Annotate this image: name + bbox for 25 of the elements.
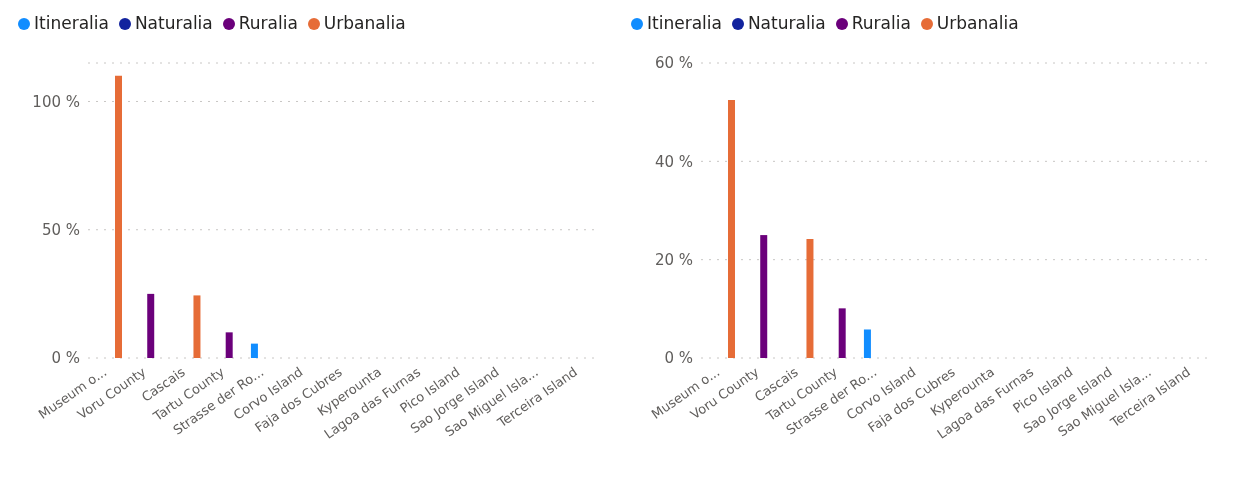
bar (193, 295, 201, 358)
y-tick-label: 0 % (664, 349, 693, 368)
bar (115, 75, 122, 358)
bar (863, 329, 871, 358)
legend-label: Ruralia (238, 13, 298, 33)
y-tick-label: 100 % (32, 92, 80, 111)
legend-label: Ruralia (851, 13, 911, 33)
bar (250, 343, 258, 358)
bar (147, 293, 155, 358)
y-tick-label: 60 % (654, 54, 693, 73)
legend-label: Itineralia (647, 13, 722, 33)
y-tick-label: 0 % (51, 349, 80, 368)
y-tick-label: 40 % (654, 152, 693, 171)
bar (728, 99, 735, 358)
legend-label: Urbanalia (936, 13, 1019, 33)
bar (225, 332, 233, 358)
legend-label: Urbanalia (323, 13, 406, 33)
bar (806, 239, 814, 358)
legend-label: Itineralia (34, 13, 109, 33)
legend-label: Naturalia (134, 13, 213, 33)
legend-label: Naturalia (747, 13, 826, 33)
bar (838, 308, 846, 358)
y-tick-label: 20 % (654, 250, 693, 269)
bar (760, 235, 768, 358)
y-tick-label: 50 % (41, 221, 80, 240)
